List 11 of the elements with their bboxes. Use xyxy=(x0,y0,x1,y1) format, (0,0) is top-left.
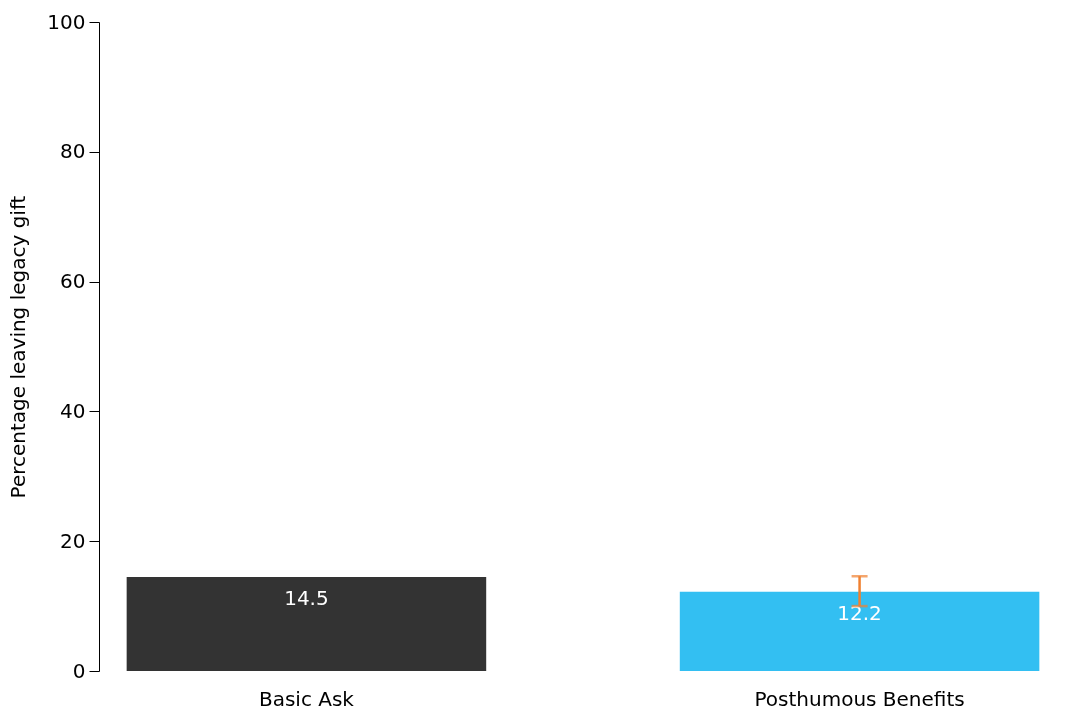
y-tick-label: 80 xyxy=(60,139,86,164)
y-tick-label: 40 xyxy=(60,398,86,423)
x-tick-label: Basic Ask xyxy=(258,686,355,711)
data-label: 12.2 xyxy=(837,600,882,625)
y-tick-label: 60 xyxy=(60,269,86,294)
x-tick-label: Posthumous Benefits xyxy=(754,686,965,711)
y-axis-title: Percentage leaving legacy gift xyxy=(6,195,31,499)
y-tick-label: 20 xyxy=(60,528,86,553)
y-tick-label: 100 xyxy=(47,9,86,34)
y-tick-label: 0 xyxy=(72,658,86,683)
data-label: 14.5 xyxy=(284,585,329,610)
